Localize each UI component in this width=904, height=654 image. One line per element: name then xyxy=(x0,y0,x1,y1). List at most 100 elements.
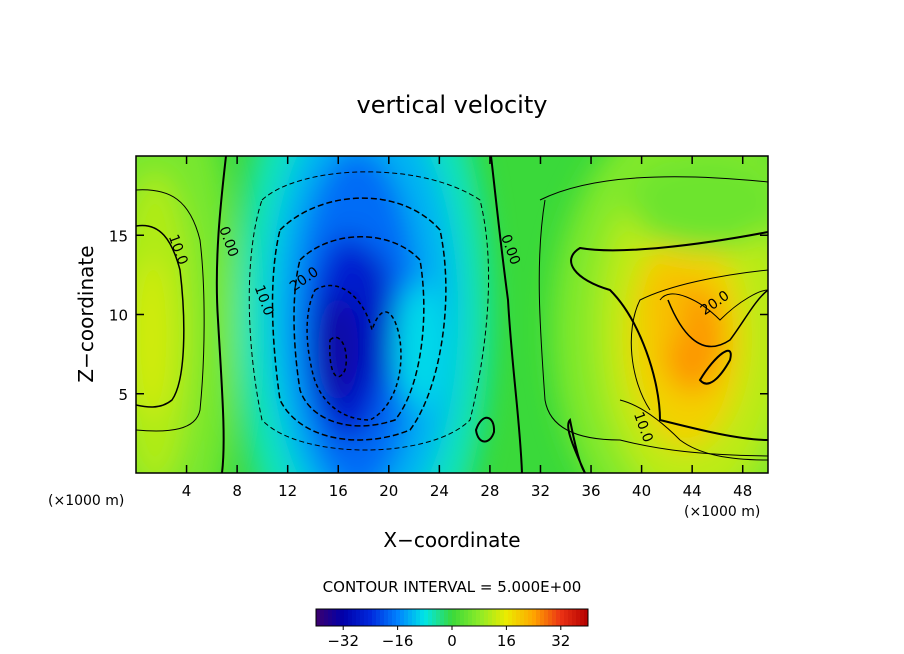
x-tick-label: 24 xyxy=(430,482,449,500)
colorbar-cell xyxy=(316,609,321,626)
colorbar-cell xyxy=(468,609,473,626)
colorbar-cell xyxy=(396,609,401,626)
x-tick-label: 32 xyxy=(531,482,550,500)
colorbar-cell xyxy=(408,609,413,626)
colorbar-cell xyxy=(536,609,541,626)
contour-line xyxy=(619,399,768,461)
contour-line xyxy=(698,349,732,385)
y-axis-label: Z−coordinate xyxy=(74,245,98,382)
colorbar-cell xyxy=(460,609,465,626)
colorbar-cell xyxy=(516,609,521,626)
colorbar-cell xyxy=(336,609,341,626)
colorbar-cell xyxy=(432,609,437,626)
colorbar-cell xyxy=(392,609,397,626)
colorbar-cell xyxy=(448,609,453,626)
contour-line xyxy=(329,336,347,378)
colorbar-tick-label: 0 xyxy=(447,632,457,650)
contour-line xyxy=(474,416,496,443)
x-tick-label: 36 xyxy=(581,482,600,500)
colorbar-tick-label: 16 xyxy=(497,632,516,650)
colorbar-cell xyxy=(580,609,585,626)
colorbar-cell xyxy=(508,609,513,626)
contour-line xyxy=(306,284,402,421)
x-axis: 4 8 12 16 20 24 28 32 36 40 44 48 xyxy=(182,156,752,500)
colorbar-cell xyxy=(352,609,357,626)
colorbar-tick-label: 32 xyxy=(551,632,570,650)
colorbar-cell xyxy=(488,609,493,626)
colorbar-cell xyxy=(576,609,581,626)
y-tick-label: 5 xyxy=(118,386,128,404)
contour-line xyxy=(136,224,185,408)
colorbar-cell xyxy=(320,609,325,626)
colorbar-cell xyxy=(476,609,481,626)
x-unit-left: (×1000 m) xyxy=(48,493,124,509)
y-tick-label: 10 xyxy=(109,307,128,325)
y-tick-label: 15 xyxy=(109,227,128,245)
contour-line xyxy=(630,269,768,411)
contour-line xyxy=(271,197,447,441)
x-tick-label: 48 xyxy=(733,482,752,500)
field-blob xyxy=(318,293,359,405)
colorbar-cell xyxy=(472,609,477,626)
colorbar-cell xyxy=(456,609,461,626)
colorbar-cell xyxy=(444,609,449,626)
colorbar-cell xyxy=(568,609,573,626)
velocity-field xyxy=(136,156,768,473)
colorbar-cell xyxy=(416,609,421,626)
colorbar-cell xyxy=(548,609,553,626)
colorbar-cell xyxy=(528,609,533,626)
contour-lines xyxy=(136,156,768,473)
colorbar-cell xyxy=(452,609,457,626)
colorbar-tick-label: −16 xyxy=(382,632,414,650)
x-tick-label: 16 xyxy=(329,482,348,500)
x-axis-label: X−coordinate xyxy=(383,528,520,552)
contour-line xyxy=(539,176,768,201)
colorbar-cell xyxy=(328,609,333,626)
colorbar-cell xyxy=(340,609,345,626)
colorbar-cell xyxy=(496,609,501,626)
colorbar-cell xyxy=(364,609,369,626)
field-blob xyxy=(395,282,446,410)
x-tick-label: 4 xyxy=(182,482,192,500)
x-tick-label: 20 xyxy=(379,482,398,500)
contour-line xyxy=(293,236,425,427)
colorbar-cell xyxy=(376,609,381,626)
colorbar-cell xyxy=(324,609,329,626)
colorbar-cell xyxy=(572,609,577,626)
contour-line xyxy=(490,156,523,473)
x-tick-label: 28 xyxy=(480,482,499,500)
colorbar-cell xyxy=(356,609,361,626)
colorbar: −32 −16 0 16 32 xyxy=(315,608,589,650)
x-tick-label: 12 xyxy=(278,482,297,500)
colorbar-cell xyxy=(404,609,409,626)
contour-line xyxy=(538,199,768,457)
field-blob xyxy=(628,156,768,252)
contour-line xyxy=(667,289,768,348)
colorbar-cell xyxy=(504,609,509,626)
colorbar-cell xyxy=(512,609,517,626)
colorbar-cell xyxy=(332,609,337,626)
colorbar-cell xyxy=(524,609,529,626)
contour-line xyxy=(136,189,205,432)
colorbar-cell xyxy=(428,609,433,626)
chart-title: vertical velocity xyxy=(357,91,548,119)
colorbar-tick-label: −32 xyxy=(327,632,359,650)
colorbar-cell xyxy=(412,609,417,626)
colorbar-cell xyxy=(372,609,377,626)
colorbar-cell xyxy=(344,609,349,626)
x-unit-right: (×1000 m) xyxy=(684,504,760,520)
y-axis: 5 10 15 xyxy=(109,227,768,404)
colorbar-cell xyxy=(492,609,497,626)
colorbar-cell xyxy=(420,609,425,626)
colorbar-cell xyxy=(532,609,537,626)
field-blob xyxy=(647,266,686,347)
field-blob xyxy=(360,251,392,394)
colorbar-cell xyxy=(368,609,373,626)
x-tick-label: 40 xyxy=(632,482,651,500)
colorbar-cell xyxy=(484,609,489,626)
colorbar-cell xyxy=(388,609,393,626)
colorbar-cell xyxy=(540,609,545,626)
contour-line xyxy=(659,289,768,321)
